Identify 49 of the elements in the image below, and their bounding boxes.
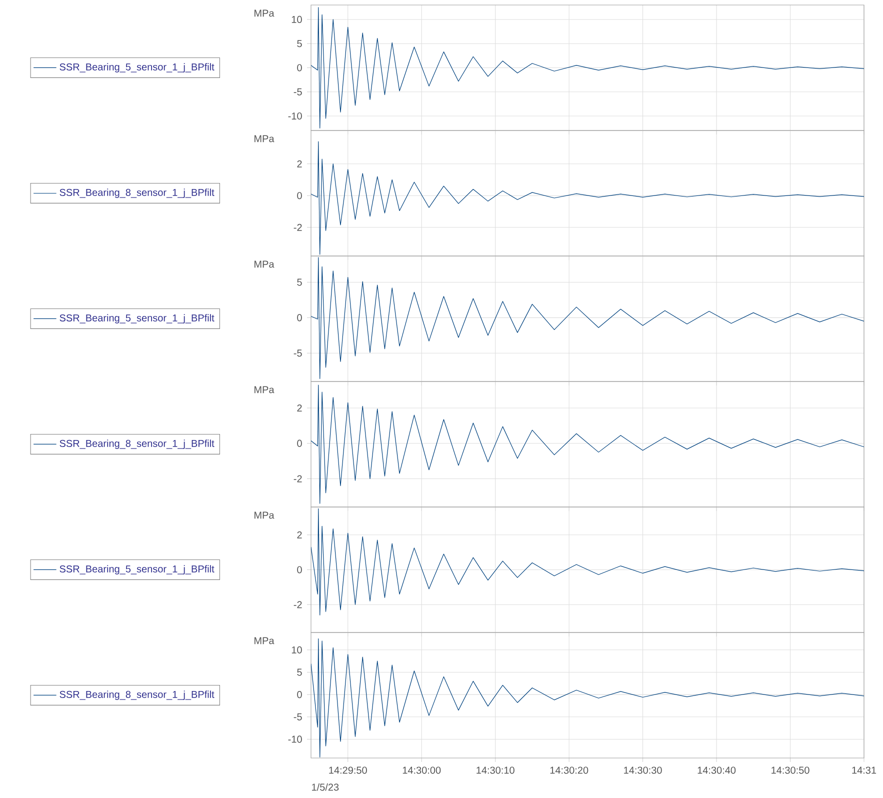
legend-label: SSR_Bearing_8_sensor_1_j_BPfilt xyxy=(60,440,214,449)
y-tick-label: 0 xyxy=(297,440,302,447)
y-tick-label: 10 xyxy=(292,646,302,654)
legend-label: SSR_Bearing_8_sensor_1_j_BPfilt xyxy=(60,690,214,700)
y-tick-label: -5 xyxy=(294,713,302,720)
y-tick-label: 2 xyxy=(297,160,302,168)
y-tick-label: 5 xyxy=(297,668,302,676)
y-tick-label: 0 xyxy=(297,314,302,322)
y-axis-title: MPa xyxy=(254,637,274,644)
x-tick-label: 14:30:30 xyxy=(624,766,662,774)
y-tick-label: -5 xyxy=(294,350,302,357)
y-tick-label: 2 xyxy=(297,531,302,538)
x-tick-label: 14:30:50 xyxy=(772,766,810,774)
y-tick-label: 10 xyxy=(292,16,302,24)
y-tick-label: -2 xyxy=(294,475,302,482)
legend-label: SSR_Bearing_8_sensor_1_j_BPfilt xyxy=(60,188,214,198)
line-series xyxy=(311,7,864,128)
y-tick-label: -2 xyxy=(294,601,302,608)
y-tick-label: 0 xyxy=(297,566,302,574)
line-series xyxy=(311,384,864,504)
y-axis-title: MPa xyxy=(254,135,274,142)
y-tick-label: 0 xyxy=(297,691,302,698)
y-tick-label: 2 xyxy=(297,404,302,412)
y-axis-title: MPa xyxy=(254,512,274,519)
legend-label: SSR_Bearing_5_sensor_1_j_BPfilt xyxy=(60,565,214,574)
y-tick-label: -2 xyxy=(294,224,302,231)
legend-label: SSR_Bearing_5_sensor_1_j_BPfilt xyxy=(60,314,214,324)
y-tick-label: -10 xyxy=(288,112,302,120)
line-series xyxy=(311,508,864,616)
y-tick-label: 5 xyxy=(297,278,302,286)
y-tick-label: -10 xyxy=(288,736,302,743)
y-tick-label: 5 xyxy=(297,40,302,48)
x-tick-label: 14:31 xyxy=(852,766,876,774)
x-tick-label: 14:29:50 xyxy=(329,766,367,774)
y-axis-title: MPa xyxy=(254,10,274,17)
x-tick-label: 14:30:20 xyxy=(550,766,588,774)
legend-label: SSR_Bearing_5_sensor_1_j_BPfilt xyxy=(60,63,214,72)
x-tick-label: 14:30:00 xyxy=(402,766,441,774)
y-axis-title: MPa xyxy=(254,260,274,268)
y-tick-label: -5 xyxy=(294,88,302,96)
x-tick-label: 14:30:10 xyxy=(476,766,514,774)
line-series xyxy=(311,638,864,758)
text: 1/5/23 xyxy=(312,783,339,791)
line-series xyxy=(311,257,864,379)
y-tick-label: 0 xyxy=(297,64,302,72)
y-tick-label: 0 xyxy=(297,192,302,200)
y-axis-title: MPa xyxy=(254,386,274,394)
x-tick-label: 14:30:40 xyxy=(698,766,736,774)
line-series xyxy=(311,141,864,255)
